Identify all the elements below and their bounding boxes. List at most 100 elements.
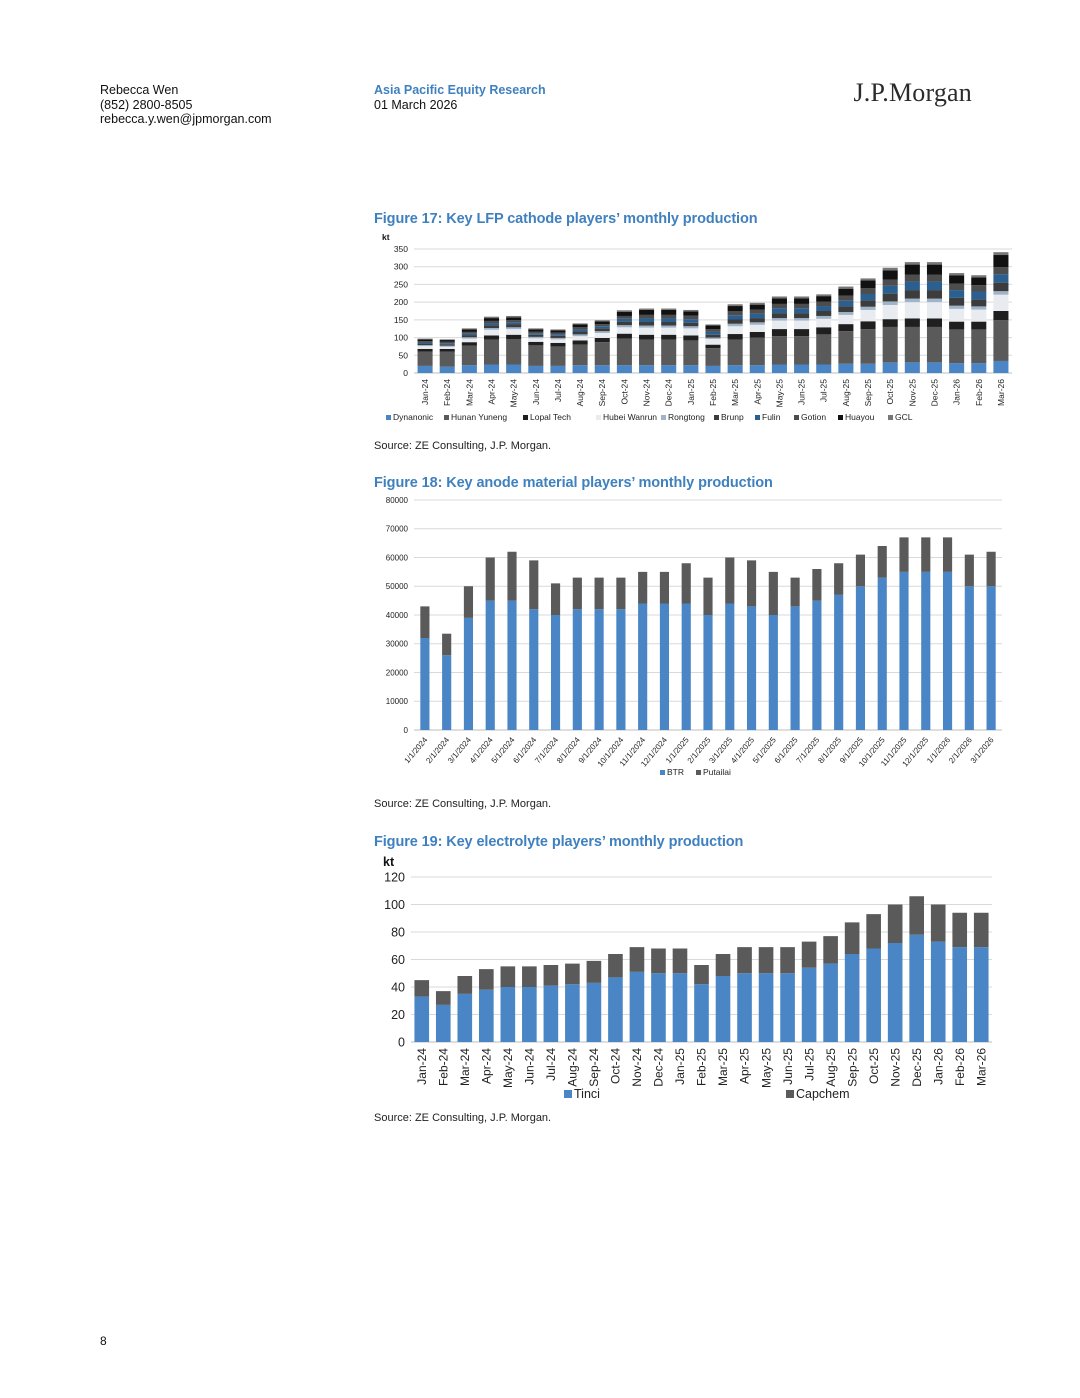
- x-tick-label: Aug-25: [824, 1048, 838, 1087]
- x-tick-label: Jun-25: [797, 379, 807, 405]
- jpmorgan-logo: J.P.Morgan: [853, 78, 972, 107]
- bar-segment-gotion: [771, 303, 787, 309]
- bar-segment-gotion: [439, 341, 455, 344]
- bar-segment-gotion: [816, 301, 832, 307]
- bar-segment-rongtong: [971, 306, 987, 310]
- bar-segment-btr: [572, 609, 582, 730]
- x-tick-label: Jul-25: [802, 1048, 816, 1081]
- bar-segment-gotion: [572, 327, 588, 330]
- bar-segment-fulin: [417, 342, 433, 344]
- bar-segment-gotion: [794, 303, 810, 309]
- bar-segment-btr: [442, 655, 452, 730]
- bar-segment-gotion: [683, 315, 699, 320]
- bar-segment-tinci: [457, 993, 473, 1042]
- x-tick-label: Sep-24: [597, 379, 607, 407]
- bar-segment-gcl: [971, 275, 987, 278]
- legend-swatch: [386, 415, 391, 420]
- bar-segment-btr: [703, 615, 713, 730]
- bar-segment-huayou: [594, 321, 610, 325]
- y-tick-label: 10000: [386, 697, 409, 706]
- x-tick-label: Oct-25: [885, 379, 895, 405]
- bar-segment-gotion: [749, 309, 765, 314]
- bar-segment-fulin: [594, 326, 610, 329]
- bar-segment-gotion: [594, 324, 610, 327]
- bar-segment-brunp: [860, 300, 876, 307]
- bar-segment-hubei-wanrun: [461, 338, 477, 343]
- bar-segment-putailai: [964, 554, 974, 587]
- bar-segment-rongtong: [771, 318, 787, 321]
- bar-segment-tinci: [435, 1004, 451, 1042]
- bar-segment-hunan-yuneng: [572, 344, 588, 366]
- bar-segment-hunan-yuneng: [949, 329, 965, 364]
- legend-label: Rongtong: [668, 412, 705, 422]
- bar-segment-capchem: [522, 966, 537, 987]
- x-tick-label: Apr-25: [738, 1048, 752, 1084]
- bar-segment-dynanonic: [506, 364, 522, 373]
- author-name: Rebecca Wen: [100, 83, 179, 97]
- bar-segment-dynanonic: [926, 362, 943, 373]
- bar-segment-hubei-wanrun: [727, 326, 743, 335]
- bar-segment-rongtong: [683, 326, 699, 329]
- bar-segment-fulin: [439, 343, 455, 345]
- bar-segment-hunan-yuneng: [683, 340, 699, 366]
- bar-segment-huayou: [727, 306, 743, 311]
- bar-segment-huayou: [661, 309, 677, 315]
- bar-segment-fulin: [816, 306, 832, 311]
- bar-segment-dynanonic: [683, 365, 699, 373]
- bar-segment-hunan-yuneng: [661, 339, 677, 366]
- bar-segment-lopal-tech: [727, 334, 743, 340]
- bar-segment-tinci: [586, 982, 602, 1042]
- bar-segment-putailai: [659, 571, 670, 604]
- bar-segment-brunp: [771, 313, 787, 319]
- bar-segment-hubei-wanrun: [683, 328, 699, 336]
- bar-segment-dynanonic: [838, 363, 854, 373]
- x-tick-label: Dec-24: [664, 379, 674, 407]
- bar-segment-brunp: [461, 335, 477, 338]
- bar-segment-btr: [594, 609, 604, 730]
- bar-segment-putailai: [594, 577, 604, 610]
- legend-label: Lopal Tech: [530, 412, 571, 422]
- bar-segment-gotion: [971, 285, 987, 292]
- x-tick-label: Sep-24: [587, 1048, 601, 1087]
- bar-segment-lopal-tech: [594, 337, 610, 343]
- bar-segment-dynanonic: [461, 365, 477, 373]
- bar-segment-hubei-wanrun: [993, 294, 1009, 311]
- bar-segment-tinci: [694, 984, 709, 1042]
- bar-segment-fulin: [483, 323, 500, 326]
- bar-segment-dynanonic: [661, 365, 677, 373]
- bar-segment-putailai: [572, 577, 582, 610]
- bar-segment-btr: [986, 586, 996, 730]
- y-tick-label: 40: [391, 980, 405, 994]
- bar-segment-capchem: [801, 941, 817, 968]
- bar-segment-gotion: [528, 331, 544, 334]
- bar-segment-gotion: [727, 311, 743, 316]
- author-email[interactable]: rebecca.y.wen@jpmorgan.com: [100, 112, 272, 126]
- bar-segment-brunp: [639, 321, 655, 326]
- bar-segment-lopal-tech: [949, 321, 965, 330]
- bar-segment-rongtong: [882, 301, 898, 305]
- bar-segment-capchem: [715, 954, 731, 976]
- bar-segment-hubei-wanrun: [594, 332, 610, 338]
- bar-segment-fulin: [749, 313, 765, 319]
- bar-segment-brunp: [926, 290, 943, 299]
- bar-segment-tinci: [801, 967, 817, 1042]
- bar-segment-hunan-yuneng: [904, 326, 920, 363]
- x-tick-label: Nov-25: [907, 379, 917, 407]
- bar-segment-btr: [485, 600, 495, 730]
- bar-segment-putailai: [986, 551, 996, 587]
- bar-segment-lopal-tech: [661, 334, 677, 340]
- bar-segment-rongtong: [794, 318, 810, 321]
- x-tick-label: Mar-25: [730, 379, 740, 406]
- bar-segment-gcl: [926, 262, 943, 265]
- bar-segment-capchem: [758, 947, 774, 974]
- bar-segment-fulin: [771, 308, 787, 314]
- bar-segment-rongtong: [639, 325, 655, 328]
- bar-segment-rongtong: [550, 337, 566, 340]
- bar-segment-dynanonic: [639, 365, 655, 373]
- bar-segment-brunp: [572, 331, 588, 335]
- bar-segment-putailai: [550, 583, 561, 615]
- bar-segment-hubei-wanrun: [661, 327, 677, 335]
- bar-segment-brunp: [949, 297, 965, 306]
- x-tick-label: Dec-25: [929, 379, 939, 407]
